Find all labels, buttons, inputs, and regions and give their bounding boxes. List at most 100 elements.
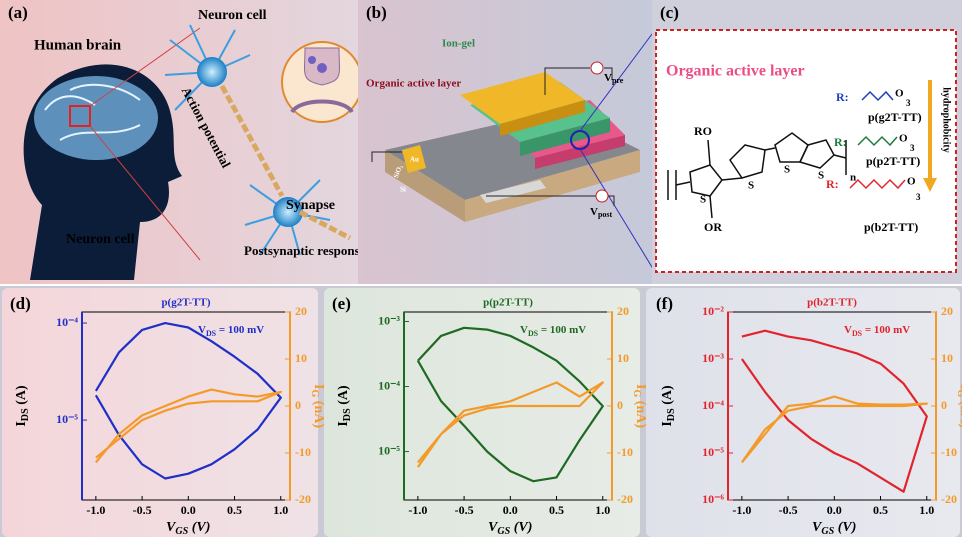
y2-axis-label-part: (nA): [633, 397, 648, 428]
panel-label: (c): [660, 3, 679, 22]
x-tick-label: 0.0: [181, 503, 196, 517]
panel-b: (b) Ion-gel Organic active layer Vpre Vp…: [358, 0, 655, 284]
x-axis-label-part: (V): [188, 520, 210, 535]
r-label: R:: [834, 135, 847, 149]
atom: S: [818, 170, 824, 182]
panel-a: (a) Human brain Neuron cell Action poten…: [0, 0, 366, 284]
annotation-part: = 100 mV: [538, 324, 586, 336]
y2-tick-label: -20: [617, 492, 633, 506]
y-tick-label: 10⁻⁶: [702, 492, 724, 506]
atom: S: [700, 194, 706, 206]
y2-tick-label: -20: [941, 492, 957, 506]
y2-tick-label: -10: [617, 445, 633, 459]
y-axis-label-part: (A): [336, 385, 351, 408]
x-tick-label: -1.0: [732, 503, 751, 517]
figure: (a) Human brain Neuron cell Action poten…: [0, 0, 962, 537]
x-axis-label-part: GS: [821, 526, 834, 537]
chart-title: p(g2T-TT): [161, 297, 210, 309]
y2-axis-label-part: G: [309, 389, 320, 397]
x-axis-label-part: (V): [834, 520, 856, 535]
y2-axis-label-part: (nA): [957, 397, 962, 428]
annotation-part: V: [520, 324, 528, 336]
x-tick-label: 0.5: [873, 503, 888, 517]
y-tick-label: 10⁻⁴: [702, 398, 724, 412]
y2-axis-label-part: G: [631, 389, 642, 397]
panel-label: (b): [366, 3, 387, 22]
label: Synapse: [286, 198, 335, 213]
y2-tick-label: -10: [941, 445, 957, 459]
atom: O: [899, 133, 908, 145]
annotation-part: DS: [206, 329, 217, 338]
y-tick-label: 10⁻⁵: [702, 445, 724, 459]
y-tick-label: 10⁻³: [702, 351, 724, 365]
y-tick-label: 10⁻³: [378, 313, 400, 327]
vesicle: [317, 63, 327, 73]
annotation-part: = 100 mV: [216, 324, 264, 336]
y2-tick-label: 0: [295, 398, 301, 412]
panel-label: (a): [8, 3, 28, 22]
arrow-label: hydrophobicity: [941, 87, 952, 152]
x-tick-label: -0.5: [455, 503, 474, 517]
y2-tick-label: 20: [295, 304, 307, 318]
y-tick-label: 10⁻⁴: [56, 315, 78, 329]
atom: S: [748, 180, 754, 192]
x-tick-label: 0.5: [549, 503, 564, 517]
source: [591, 62, 603, 74]
panel-label: (e): [332, 294, 351, 313]
x-tick-label: 1.0: [919, 503, 934, 517]
y2-tick-label: 0: [941, 398, 947, 412]
y2-tick-label: 10: [941, 351, 953, 365]
x-tick-label: 1.0: [595, 503, 610, 517]
y-axis-label-part: DS: [666, 408, 677, 421]
y2-tick-label: -10: [295, 445, 311, 459]
x-tick-label: -1.0: [408, 503, 427, 517]
x-axis-label: VGS (V): [166, 520, 210, 537]
neuron: [197, 57, 227, 87]
atom: O: [907, 176, 916, 188]
label: Neuron cell: [198, 8, 267, 23]
y-axis-label-part: (A): [660, 385, 675, 408]
annotation-part: DS: [852, 329, 863, 338]
y2-tick-label: 10: [617, 351, 629, 365]
annotation-part: = 100 mV: [862, 324, 910, 336]
chart-title: p(p2T-TT): [483, 297, 533, 309]
x-tick-label: 0.0: [827, 503, 842, 517]
label: Si: [400, 186, 406, 194]
chart-title: p(b2T-TT): [807, 297, 857, 309]
x-tick-label: -0.5: [133, 503, 152, 517]
y-tick-label: 10⁻²: [702, 304, 724, 318]
meter: [596, 190, 608, 202]
box-title: Organic active layer: [666, 63, 805, 80]
r-label: R:: [826, 177, 839, 191]
y-tick-label: 10⁻⁴: [378, 378, 400, 392]
y2-axis-label-part: (nA): [311, 397, 326, 428]
y-axis-label-part: DS: [20, 408, 31, 421]
label: Organic active layer: [366, 78, 461, 90]
y-tick-label: 10⁻⁵: [56, 412, 78, 426]
y-axis-label-part: DS: [342, 408, 353, 421]
x-axis-label: VGS (V): [488, 520, 532, 537]
label: Au: [410, 156, 419, 164]
y2-tick-label: -20: [295, 492, 311, 506]
y2-tick-label: 10: [295, 351, 307, 365]
x-axis-label-part: GS: [497, 526, 510, 537]
atom: n: [850, 172, 856, 184]
label: Human brain: [34, 37, 122, 53]
subscript: 3: [906, 98, 911, 108]
polymer-name: p(g2T-TT): [868, 110, 922, 124]
polymer-name: p(b2T-TT): [864, 220, 918, 234]
panel-label: (f): [656, 294, 673, 313]
atom: O: [895, 88, 904, 100]
brain: [34, 76, 158, 160]
y2-tick-label: 20: [617, 304, 629, 318]
y-tick-label: 10⁻⁵: [378, 443, 400, 457]
panel-label: (d): [10, 294, 31, 313]
x-axis-label-part: (V): [510, 520, 532, 535]
vesicle: [308, 56, 316, 64]
atom: OR: [704, 220, 722, 234]
y-axis-label-part: (A): [14, 385, 29, 408]
label: Postsynaptic response: [244, 243, 366, 258]
x-axis-label-part: GS: [175, 526, 188, 537]
subscript: 3: [910, 143, 915, 153]
x-tick-label: 1.0: [273, 503, 288, 517]
